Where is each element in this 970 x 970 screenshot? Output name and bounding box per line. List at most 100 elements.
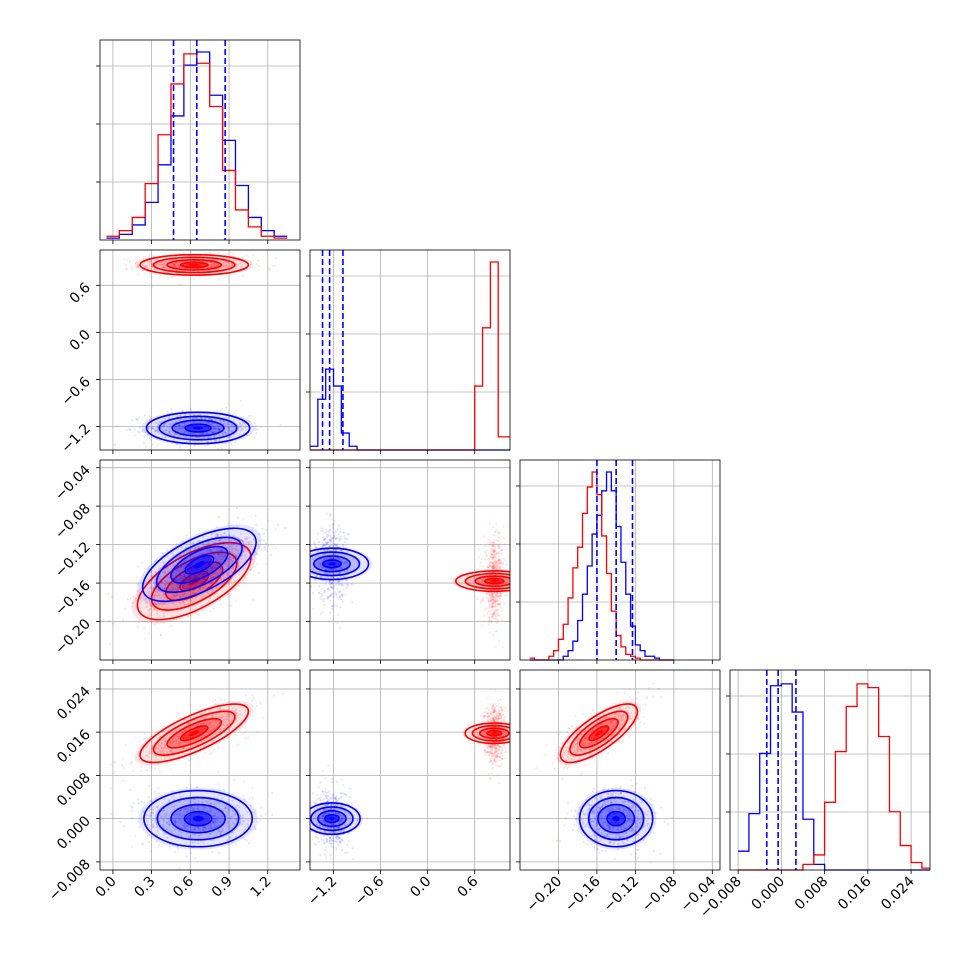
sample-point xyxy=(173,263,176,266)
sample-point xyxy=(153,586,156,590)
sample-point xyxy=(337,597,340,600)
sample-point xyxy=(333,584,336,587)
sample-point xyxy=(346,533,350,536)
sample-point xyxy=(214,418,217,421)
sample-point xyxy=(188,577,191,580)
sample-point xyxy=(329,568,333,571)
sample-point xyxy=(324,576,328,579)
sample-point xyxy=(493,599,496,602)
sample-point xyxy=(205,578,208,581)
sample-point xyxy=(148,748,151,751)
sample-point xyxy=(222,715,225,718)
sample-point xyxy=(334,548,337,551)
sample-point xyxy=(232,566,235,569)
sample-point xyxy=(203,585,206,589)
sample-point xyxy=(338,571,342,575)
sample-point xyxy=(195,416,199,419)
sample-point xyxy=(143,261,146,264)
sample-point xyxy=(221,256,225,259)
sample-point xyxy=(189,727,192,730)
sample-point xyxy=(203,721,206,724)
sample-point xyxy=(161,420,164,423)
sample-point xyxy=(207,591,210,594)
sample-point xyxy=(226,261,229,264)
sample-point xyxy=(169,768,172,771)
sample-point xyxy=(491,599,494,602)
sample-point xyxy=(155,573,158,576)
sample-point xyxy=(211,714,214,717)
sample-point xyxy=(318,540,321,543)
sample-point xyxy=(254,427,257,430)
sample-point xyxy=(217,549,220,552)
sample-point xyxy=(494,549,497,553)
sample-point xyxy=(122,779,125,783)
sample-point xyxy=(327,596,330,599)
sample-point xyxy=(179,555,183,558)
sample-point xyxy=(231,570,234,573)
sample-point xyxy=(337,558,340,561)
sample-point xyxy=(203,570,206,573)
sample-point xyxy=(155,259,158,262)
sample-point xyxy=(129,762,132,765)
sample-point xyxy=(485,554,488,558)
sample-point xyxy=(493,605,496,608)
sample-point xyxy=(187,591,190,595)
sample-point xyxy=(497,618,500,621)
sample-point xyxy=(498,550,501,553)
sample-point xyxy=(204,716,207,719)
sample-point xyxy=(497,639,500,643)
sample-point xyxy=(211,576,214,580)
sample-point xyxy=(151,285,154,288)
histogram-panel-2 xyxy=(306,249,511,454)
sample-point xyxy=(144,605,147,608)
sample-point xyxy=(322,538,326,541)
sample-point xyxy=(490,565,493,569)
sample-point xyxy=(322,600,326,603)
sample-point xyxy=(168,567,171,570)
sample-point xyxy=(192,417,195,420)
sample-point xyxy=(255,263,258,266)
sample-point xyxy=(201,553,204,556)
sample-point xyxy=(503,543,506,546)
sample-point xyxy=(159,420,162,423)
sample-point xyxy=(155,610,159,613)
sample-point xyxy=(174,741,177,744)
sample-point xyxy=(315,545,319,549)
sample-point xyxy=(206,422,209,425)
sample-point xyxy=(495,522,498,526)
contour-red xyxy=(139,253,250,276)
sample-point xyxy=(180,620,183,623)
sample-point xyxy=(194,856,197,860)
sample-point xyxy=(222,817,225,821)
sample-point xyxy=(501,645,504,649)
sample-point xyxy=(239,400,242,403)
sample-point xyxy=(166,756,169,759)
density-fill-blue xyxy=(192,426,204,430)
sample-point xyxy=(150,579,153,582)
sample-point xyxy=(187,759,190,762)
sample-point xyxy=(489,562,492,565)
sample-point xyxy=(161,746,164,749)
sample-point xyxy=(184,561,188,564)
sample-point xyxy=(188,806,191,809)
sample-point xyxy=(192,432,195,435)
sample-point xyxy=(230,442,233,446)
sample-point xyxy=(147,756,150,759)
sample-point xyxy=(187,722,190,725)
sample-point xyxy=(492,544,495,547)
sample-point xyxy=(213,435,216,439)
sample-point xyxy=(168,425,171,429)
sample-point xyxy=(163,583,166,586)
sample-point xyxy=(499,592,502,595)
sample-point xyxy=(122,767,125,770)
sample-point xyxy=(182,574,185,578)
sample-point xyxy=(488,540,491,543)
sample-point xyxy=(163,571,166,575)
sample-point xyxy=(194,591,197,594)
sample-point xyxy=(488,617,491,620)
sample-point xyxy=(183,825,186,828)
sample-point xyxy=(229,818,232,821)
sample-point xyxy=(492,602,495,605)
sample-point xyxy=(228,594,231,598)
sample-point xyxy=(212,715,215,719)
